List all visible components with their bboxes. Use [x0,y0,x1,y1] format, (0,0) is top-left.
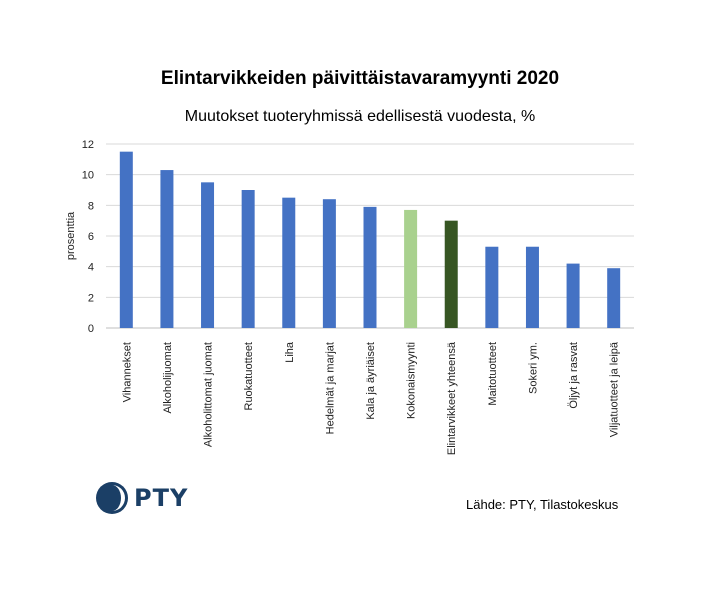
x-category-label: Sokeri ym. [527,342,539,394]
bar [485,246,499,328]
chart-subtitle: Muutokset tuoteryhmissä edellisestä vuod… [184,108,536,125]
x-category-label: Vihannekset [121,342,133,402]
bar [404,209,418,328]
x-category-label: Alkoholijuomat [162,342,174,414]
y-tick-label: 2 [88,292,94,304]
x-category-label: Ruokatuotteet [243,342,255,411]
y-tick-label: 6 [88,231,94,243]
bar [444,220,458,328]
bar [201,182,215,328]
bar [607,268,621,328]
bar [363,206,377,328]
pty-logo-icon [96,482,128,514]
y-tick-label: 10 [82,170,94,182]
x-category-label: Viljatuotteet ja leipä [609,341,621,437]
x-category-label: Hedelmät ja marjat [324,342,336,434]
x-category-label: Alkoholittomat juomat [203,342,215,447]
bar [525,246,539,328]
bar-chart: 0 2 4 6 8 10 12 prosenttia Vihannekset Alkoholiju… [65,139,634,455]
y-tick-label: 8 [88,200,94,212]
bar [119,151,133,328]
y-tick-label: 0 [88,323,94,335]
x-category-label: Öljyt ja rasvat [568,342,580,409]
x-category-label: Liha [284,341,296,363]
y-tick-label: 12 [82,139,94,151]
bar [241,190,255,328]
source-note: Lähde: PTY, Tilastokeskus [466,497,619,512]
x-category-label: Maitotuotteet [487,342,499,406]
bar [282,197,296,328]
pty-logo: PTY [94,478,188,518]
x-category-label: Kala ja äyriäiset [365,342,377,420]
y-tick-label: 4 [88,262,94,274]
logo-text: PTY [134,484,189,512]
y-axis-label: prosenttia [65,211,77,260]
bar [566,263,580,328]
bar [160,170,174,328]
bar [322,199,336,328]
x-category-label: Kokonaismyynti [406,342,418,419]
x-category-label: Elintarvikkeet yhteensä [446,341,458,455]
chart-title: Elintarvikkeiden päivittäistavaramyynti … [160,68,560,89]
